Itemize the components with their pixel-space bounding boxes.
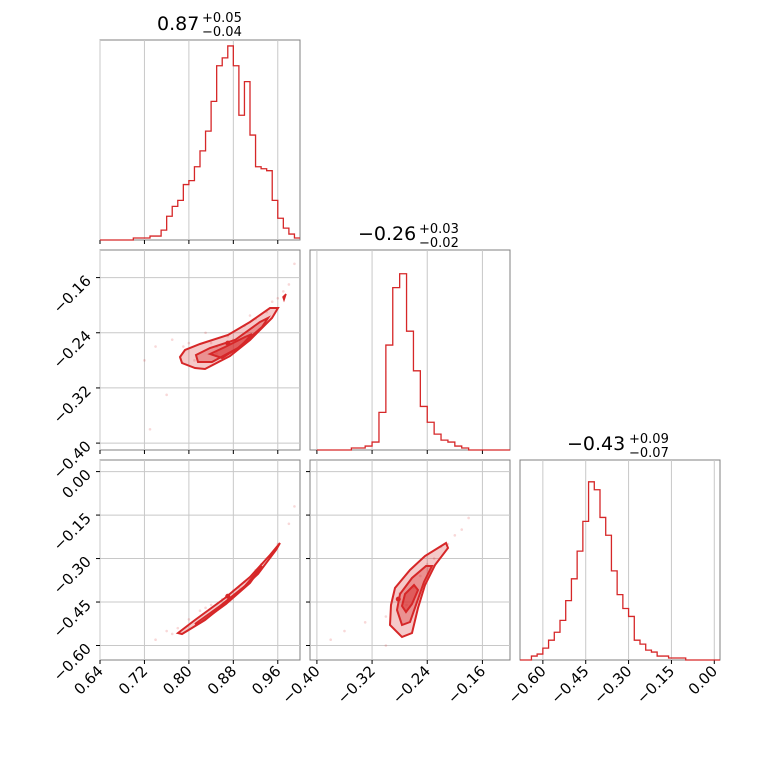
panel-3-xtick-label-4: 0.00 bbox=[685, 662, 721, 698]
title-param-3: −0.43 bbox=[567, 433, 625, 455]
panel-21-sample-point-0 bbox=[143, 359, 146, 362]
panel-31-sample-point-12 bbox=[287, 522, 291, 526]
title-1-value: 0.87 bbox=[157, 13, 199, 35]
panel-32-contour-inner bbox=[400, 583, 420, 614]
title-param-1: 0.87 bbox=[157, 13, 199, 35]
panel-32-sample-point-7 bbox=[453, 534, 457, 537]
panel-3-histogram-line bbox=[520, 481, 720, 661]
panel-31-sample-point-5 bbox=[209, 603, 213, 607]
panel-32-xtick-label-3: −0.16 bbox=[444, 662, 489, 707]
panel-32-xtick-label-0: −0.40 bbox=[278, 662, 323, 707]
panel-31-center-point bbox=[225, 593, 231, 599]
panel-31-sample-point-2 bbox=[176, 626, 180, 630]
panel-1-frame bbox=[99, 39, 301, 241]
panel-31-xtick-label-3: 0.88 bbox=[204, 662, 240, 698]
panel-21-sample-point-11 bbox=[287, 283, 291, 286]
panel-21-sample-point-20 bbox=[248, 314, 252, 317]
title-1-sup: +0.05 bbox=[202, 11, 242, 26]
panel-31-xtick-label-1: 0.72 bbox=[115, 662, 151, 698]
panel-21-sample-point-21 bbox=[270, 300, 274, 304]
panel-31-sample-point-3 bbox=[187, 618, 191, 621]
panel-21-ytick-label-1: −0.24 bbox=[50, 327, 95, 372]
panel-21-sample-point-18 bbox=[209, 341, 213, 345]
panel-21-contour-tail bbox=[282, 293, 287, 303]
panel-32-frame bbox=[309, 459, 511, 661]
panel-1-histogram-line bbox=[100, 45, 300, 241]
panel-31-sample-point-4 bbox=[198, 609, 202, 613]
panel-31-xtick-label-2: 0.80 bbox=[159, 662, 195, 698]
panel-21-sample-point-1 bbox=[154, 345, 157, 348]
panel-3-xtick-label-3: −0.15 bbox=[633, 662, 678, 707]
panel-21-sample-point-13 bbox=[165, 393, 168, 397]
panel-31-frame bbox=[99, 459, 301, 661]
panel-31-ytick-label-1: −0.15 bbox=[50, 509, 95, 554]
panel-32-center-point bbox=[395, 596, 401, 602]
panel-32-sample-point-10 bbox=[363, 621, 367, 624]
panel-32-sample-point-2 bbox=[384, 615, 388, 618]
title-3-sub: −0.07 bbox=[629, 446, 669, 461]
panel-21-contour-inner bbox=[207, 333, 253, 360]
panel-32-xtick-label-2: −0.24 bbox=[389, 662, 434, 707]
panel-31-sample-point-13 bbox=[293, 505, 296, 508]
title-2-value: −0.26 bbox=[358, 223, 416, 245]
panel-3-frame bbox=[519, 459, 721, 661]
panel-31-contour-outer bbox=[175, 542, 281, 636]
panel-21-sample-point-3 bbox=[187, 341, 191, 345]
panel-31-ytick-label-3: −0.45 bbox=[50, 596, 95, 641]
panel-21-contour-outer bbox=[178, 307, 280, 371]
panel-3-xtick-label-0: −0.60 bbox=[504, 662, 549, 707]
panel-32-sample-point-12 bbox=[419, 574, 422, 578]
panel-3-xtick-label-1: −0.45 bbox=[547, 662, 592, 707]
panel-21-contour-middle bbox=[194, 315, 271, 363]
panel-21-center-point bbox=[225, 340, 231, 346]
panel-32-sample-point-5 bbox=[425, 563, 429, 566]
panel-21-sample-point-12 bbox=[293, 262, 296, 266]
panel-21-sample-point-22 bbox=[282, 290, 285, 293]
panel-31-sample-point-0 bbox=[154, 638, 157, 642]
panel-31-sample-point-1 bbox=[165, 629, 168, 633]
panel-32-sample-point-9 bbox=[384, 644, 388, 647]
panel-32-sample-point-13 bbox=[432, 557, 436, 560]
title-2-sup: +0.03 bbox=[419, 222, 459, 237]
panel-32-sample-point-0 bbox=[343, 629, 346, 633]
panel-31-ytick-label-2: −0.30 bbox=[50, 553, 95, 598]
panel-21-sample-point-17 bbox=[182, 345, 185, 348]
title-3-value: −0.43 bbox=[567, 433, 625, 455]
panel-32-xtick-label-1: −0.32 bbox=[334, 662, 379, 707]
title-3-sup: +0.09 bbox=[629, 432, 669, 447]
panel-21-sample-point-2 bbox=[170, 338, 174, 341]
panel-31-sample-point-14 bbox=[170, 632, 174, 636]
panel-32-sample-point-8 bbox=[467, 516, 470, 520]
panel-2-histogram-line bbox=[316, 273, 510, 451]
panel-31-contour-inner bbox=[194, 565, 263, 625]
panel-21-ytick-label-2: −0.32 bbox=[50, 382, 95, 427]
panel-21-sample-point-14 bbox=[148, 428, 152, 431]
title-param-2: −0.26 bbox=[358, 223, 416, 245]
panel-21-ytick-label-0: −0.16 bbox=[50, 272, 95, 317]
panel-31-sample-point-15 bbox=[204, 606, 207, 610]
panel-32-sample-point-1 bbox=[329, 638, 332, 642]
panel-21-sample-point-15 bbox=[193, 359, 196, 362]
panel-21-sample-point-10 bbox=[276, 296, 280, 300]
panels-group: −0.60−0.45−0.30−0.15 0.00−0.16−0.24−0.32−… bbox=[50, 39, 721, 707]
panel-2-frame bbox=[309, 249, 511, 451]
title-2-sub: −0.02 bbox=[419, 236, 459, 251]
title-1-sub: −0.04 bbox=[202, 25, 242, 40]
panel-32-sample-point-15 bbox=[460, 528, 464, 531]
panel-21-sample-point-4 bbox=[204, 331, 207, 335]
panel-3-xtick-label-2: −0.30 bbox=[590, 662, 635, 707]
